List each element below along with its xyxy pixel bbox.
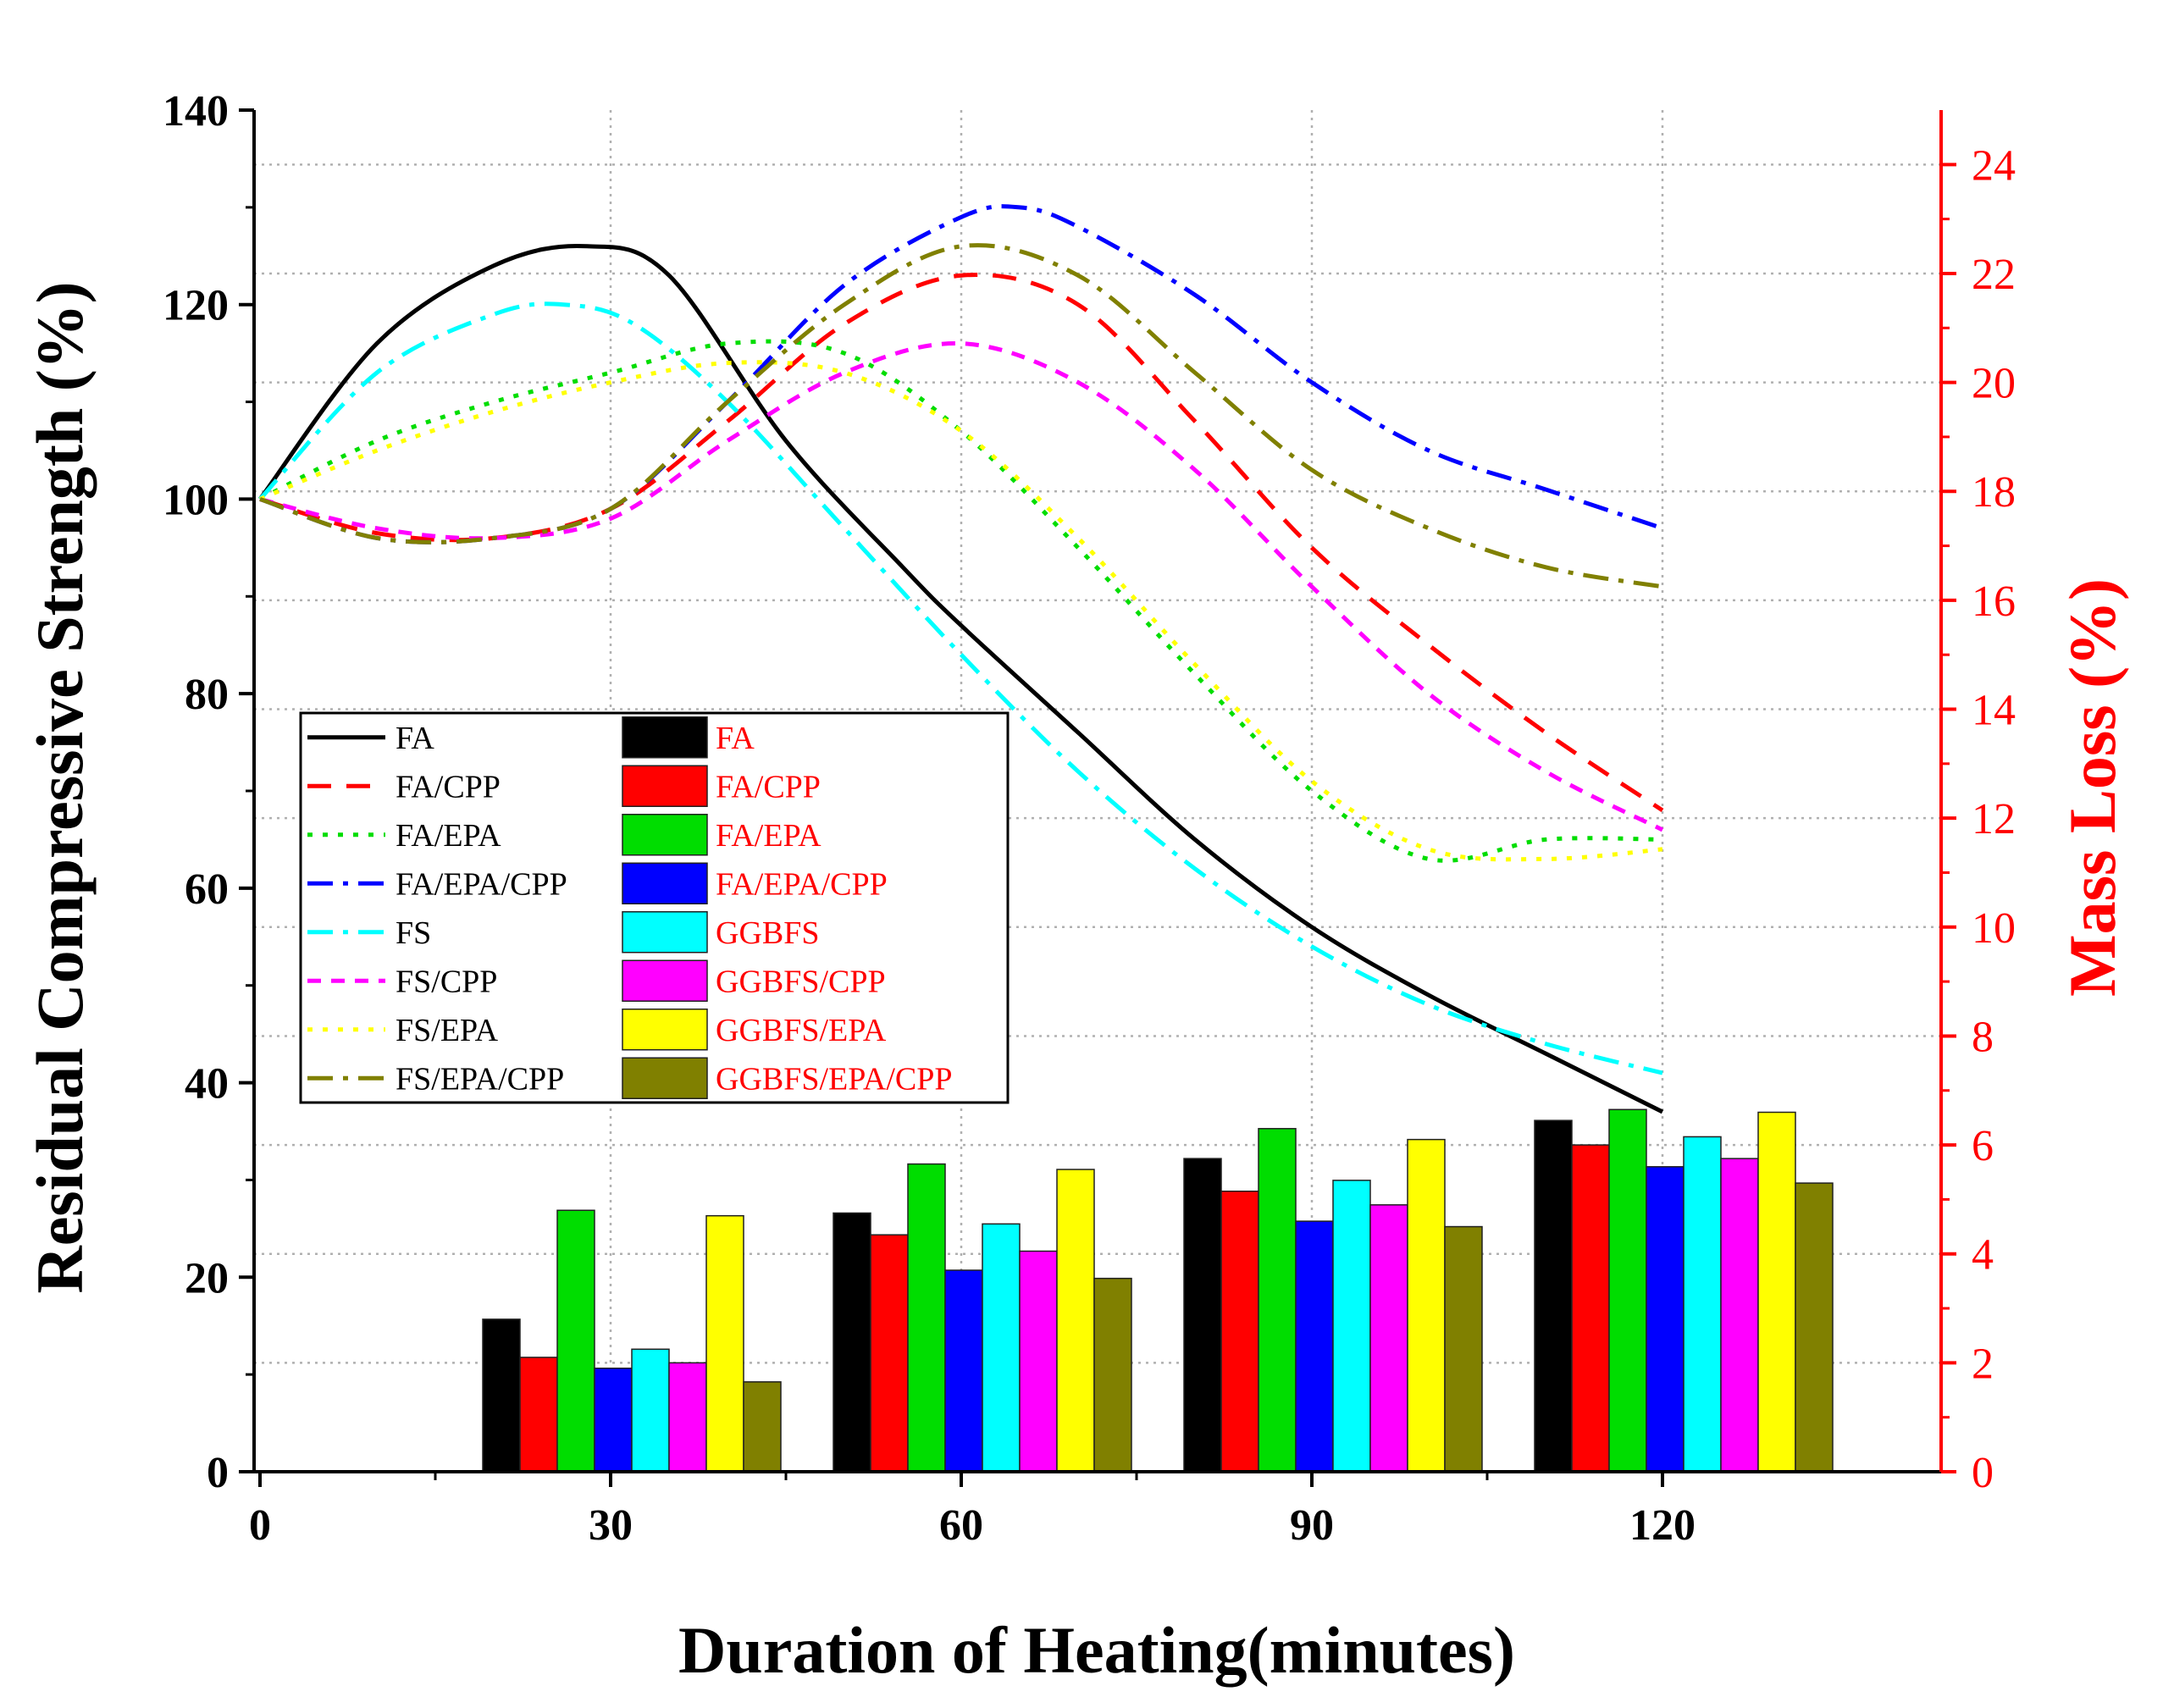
legend-line-label: FS/CPP bbox=[396, 964, 497, 999]
bar-ggbfs-120 bbox=[1683, 1136, 1722, 1473]
bar-fa-epa-cpp-90 bbox=[1295, 1220, 1334, 1473]
bar-ggbfs-epa-cpp-30 bbox=[743, 1381, 782, 1473]
bar-ggbfs-epa-60 bbox=[1056, 1169, 1095, 1473]
legend-bar-label: FA/EPA/CPP bbox=[716, 866, 888, 902]
legend-bar-label: GGBFS/EPA bbox=[716, 1013, 887, 1048]
bar-fa-30 bbox=[482, 1318, 521, 1473]
y-tick-label-right: 2 bbox=[1972, 1340, 1994, 1388]
legend-bar-swatch bbox=[622, 959, 708, 1002]
legend-line-label: FS/EPA/CPP bbox=[396, 1061, 564, 1097]
y-tick-label-left: 20 bbox=[185, 1254, 229, 1302]
bar-ggbfs-cpp-90 bbox=[1369, 1204, 1408, 1473]
legend-bar-label: FA bbox=[716, 721, 755, 756]
legend-bar-swatch bbox=[622, 716, 708, 759]
y-tick-label-right: 10 bbox=[1972, 904, 2016, 953]
bar-fa-epa-30 bbox=[556, 1209, 595, 1473]
y-tick-label-right: 6 bbox=[1972, 1122, 1994, 1170]
bar-fa-cpp-90 bbox=[1220, 1191, 1259, 1473]
bar-fa-epa-cpp-30 bbox=[594, 1368, 633, 1473]
y-tick-label-right: 8 bbox=[1972, 1013, 1994, 1061]
y-axis-title-right: Mass Loss (%) bbox=[2055, 578, 2129, 997]
y-tick-label-right: 14 bbox=[1972, 687, 2016, 735]
legend-bar-swatch bbox=[622, 1057, 708, 1099]
legend-line-label: FS bbox=[396, 915, 431, 951]
y-tick-label-right: 24 bbox=[1972, 141, 2016, 190]
bar-ggbfs-60 bbox=[982, 1223, 1021, 1473]
x-tick-label: 30 bbox=[589, 1501, 633, 1550]
bar-ggbfs-cpp-30 bbox=[668, 1362, 707, 1473]
bar-fa-epa-120 bbox=[1608, 1108, 1647, 1473]
legend-line-label: FA bbox=[396, 721, 434, 756]
bar-ggbfs-epa-90 bbox=[1407, 1138, 1446, 1473]
bar-ggbfs-epa-120 bbox=[1757, 1111, 1796, 1473]
legend-bar-swatch bbox=[622, 862, 708, 904]
bar-ggbfs-30 bbox=[631, 1348, 670, 1473]
line-fs-epa-cpp bbox=[259, 243, 1663, 589]
y-tick-label-left: 140 bbox=[163, 87, 229, 135]
bar-fa-120 bbox=[1534, 1119, 1573, 1473]
y-tick-label-left: 120 bbox=[163, 282, 229, 330]
axes: 0 30 60 90 120020406080100120140024681012141… bbox=[163, 87, 2016, 1550]
y-tick-label-left: 100 bbox=[163, 476, 229, 524]
legend-bar-swatch bbox=[622, 1009, 708, 1051]
bar-ggbfs-cpp-120 bbox=[1720, 1158, 1759, 1473]
legend-bar-swatch bbox=[622, 765, 708, 807]
y-tick-label-right: 4 bbox=[1972, 1231, 1994, 1280]
bar-ggbfs-epa-30 bbox=[705, 1214, 744, 1473]
y-tick-label-left: 40 bbox=[185, 1060, 229, 1108]
x-tick-label: 120 bbox=[1629, 1501, 1696, 1550]
line-fs-cpp bbox=[259, 341, 1664, 832]
line-series-group bbox=[258, 204, 1664, 1114]
legend-line-label: FS/EPA bbox=[396, 1013, 499, 1048]
legend-bar-swatch bbox=[622, 814, 708, 856]
y-tick-label-left: 0 bbox=[207, 1449, 229, 1497]
bar-fa-epa-cpp-120 bbox=[1646, 1166, 1684, 1473]
line-fs bbox=[258, 301, 1663, 1075]
legend-line-label: FA/EPA/CPP bbox=[396, 866, 567, 902]
legend-bar-label: FA/CPP bbox=[716, 769, 821, 804]
y-tick-label-right: 20 bbox=[1972, 360, 2016, 408]
bar-ggbfs-epa-cpp-120 bbox=[1795, 1182, 1834, 1473]
bar-fa-90 bbox=[1183, 1158, 1222, 1473]
bar-series-group bbox=[482, 1108, 1834, 1473]
legend-bar-swatch bbox=[622, 911, 708, 953]
y-tick-label-left: 60 bbox=[185, 865, 229, 914]
bar-ggbfs-epa-cpp-60 bbox=[1093, 1277, 1132, 1473]
x-tick-label: 60 bbox=[939, 1501, 983, 1550]
legend-line-label: FA/CPP bbox=[396, 769, 501, 804]
y-tick-label-left: 80 bbox=[185, 671, 229, 719]
bar-fa-cpp-120 bbox=[1571, 1144, 1610, 1473]
y-tick-label-right: 22 bbox=[1972, 251, 2016, 299]
legend-line-label: FA/EPA bbox=[396, 818, 501, 854]
legend: FA FA/CPP FA/EPA FA/EPA/CPP FS FS/CPP FS/EPA FS… bbox=[299, 711, 1010, 1104]
bar-fa-60 bbox=[833, 1212, 871, 1473]
legend-bar-label: GGBFS/EPA/CPP bbox=[716, 1061, 953, 1097]
y-tick-label-right: 12 bbox=[1972, 795, 2016, 843]
legend-bar-label: FA/EPA bbox=[716, 818, 821, 854]
bar-fa-epa-cpp-60 bbox=[944, 1269, 983, 1473]
y-tick-label-right: 18 bbox=[1972, 468, 2016, 517]
bar-fa-epa-60 bbox=[907, 1163, 946, 1473]
bar-fa-cpp-30 bbox=[519, 1357, 558, 1473]
bar-ggbfs-90 bbox=[1332, 1180, 1371, 1473]
y-axis-title-left: Residual Compressive Strength (%) bbox=[23, 281, 97, 1293]
bar-ggbfs-epa-cpp-90 bbox=[1444, 1225, 1483, 1473]
x-tick-label: 0 bbox=[249, 1501, 271, 1550]
legend-bar-label: GGBFS bbox=[716, 915, 820, 951]
legend-bar-label: GGBFS/CPP bbox=[716, 964, 886, 999]
y-tick-label-right: 0 bbox=[1972, 1449, 1994, 1497]
bar-fa-epa-90 bbox=[1258, 1128, 1297, 1473]
x-tick-label: 90 bbox=[1290, 1501, 1334, 1550]
bar-ggbfs-cpp-60 bbox=[1019, 1250, 1058, 1473]
x-axis-title: Duration of Heating(minutes) bbox=[678, 1613, 1515, 1687]
line-fa bbox=[258, 243, 1664, 1114]
y-tick-label-right: 16 bbox=[1972, 578, 2016, 626]
bar-fa-cpp-60 bbox=[870, 1234, 909, 1473]
